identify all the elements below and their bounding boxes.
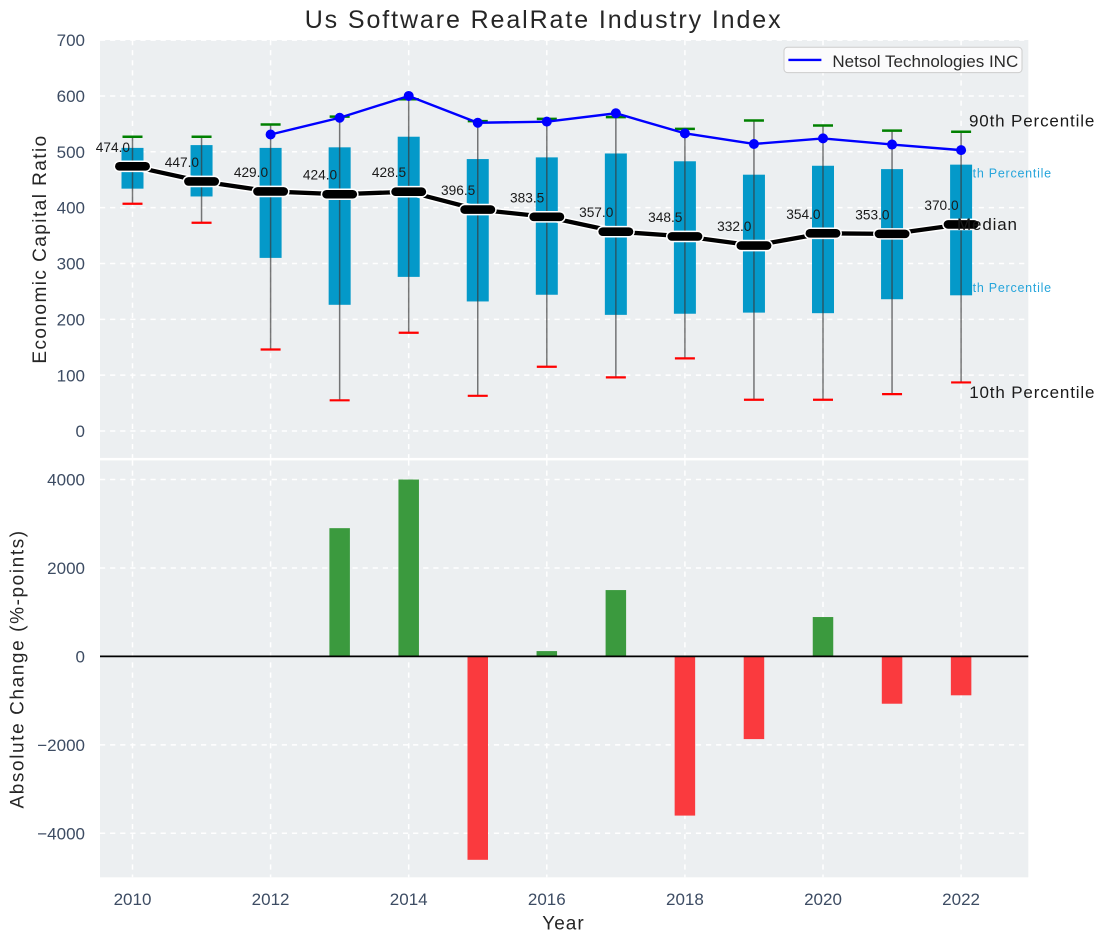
svg-text:25th Percentile: 25th Percentile (957, 281, 1052, 295)
svg-text:75th Percentile: 75th Percentile (957, 166, 1052, 180)
svg-text:2012: 2012 (252, 890, 290, 909)
svg-text:447.0: 447.0 (165, 155, 200, 170)
svg-text:424.0: 424.0 (303, 168, 338, 183)
svg-text:400: 400 (57, 199, 85, 218)
svg-text:200: 200 (57, 310, 85, 329)
svg-text:2010: 2010 (114, 890, 152, 909)
svg-text:500: 500 (57, 143, 85, 162)
svg-text:2020: 2020 (804, 890, 842, 909)
svg-text:2018: 2018 (666, 890, 704, 909)
svg-text:357.0: 357.0 (579, 205, 614, 220)
svg-text:348.5: 348.5 (648, 210, 683, 225)
svg-text:2016: 2016 (528, 890, 566, 909)
svg-text:300: 300 (57, 255, 85, 274)
svg-text:Economic Capital Ratio: Economic Capital Ratio (30, 134, 51, 363)
svg-text:429.0: 429.0 (234, 165, 269, 180)
svg-text:−2000: −2000 (37, 736, 85, 755)
svg-text:100: 100 (57, 366, 85, 385)
svg-text:−4000: −4000 (37, 824, 85, 843)
svg-text:2000: 2000 (47, 559, 85, 578)
svg-text:2022: 2022 (942, 890, 980, 909)
svg-text:Us Software RealRate Industry: Us Software RealRate Industry Index (305, 6, 783, 34)
svg-text:383.5: 383.5 (510, 190, 545, 205)
svg-text:700: 700 (57, 31, 85, 50)
svg-text:0: 0 (76, 422, 85, 441)
svg-text:428.5: 428.5 (372, 165, 407, 180)
svg-text:474.0: 474.0 (96, 140, 131, 155)
svg-text:354.0: 354.0 (786, 207, 821, 222)
svg-text:600: 600 (57, 87, 85, 106)
svg-text:Absolute Change (%-points): Absolute Change (%-points) (8, 529, 29, 808)
svg-text:4000: 4000 (47, 471, 85, 490)
svg-text:332.0: 332.0 (717, 219, 752, 234)
svg-text:353.0: 353.0 (855, 207, 890, 222)
svg-text:10th Percentile: 10th Percentile (969, 383, 1095, 402)
svg-text:Median: Median (957, 215, 1018, 234)
svg-text:0: 0 (76, 648, 85, 667)
svg-text:370.0: 370.0 (924, 198, 959, 213)
svg-text:Year: Year (542, 914, 584, 935)
svg-text:2014: 2014 (390, 890, 428, 909)
svg-text:396.5: 396.5 (441, 183, 476, 198)
svg-text:90th Percentile: 90th Percentile (969, 111, 1095, 130)
svg-text:Netsol Technologies INC: Netsol Technologies INC (832, 52, 1018, 71)
